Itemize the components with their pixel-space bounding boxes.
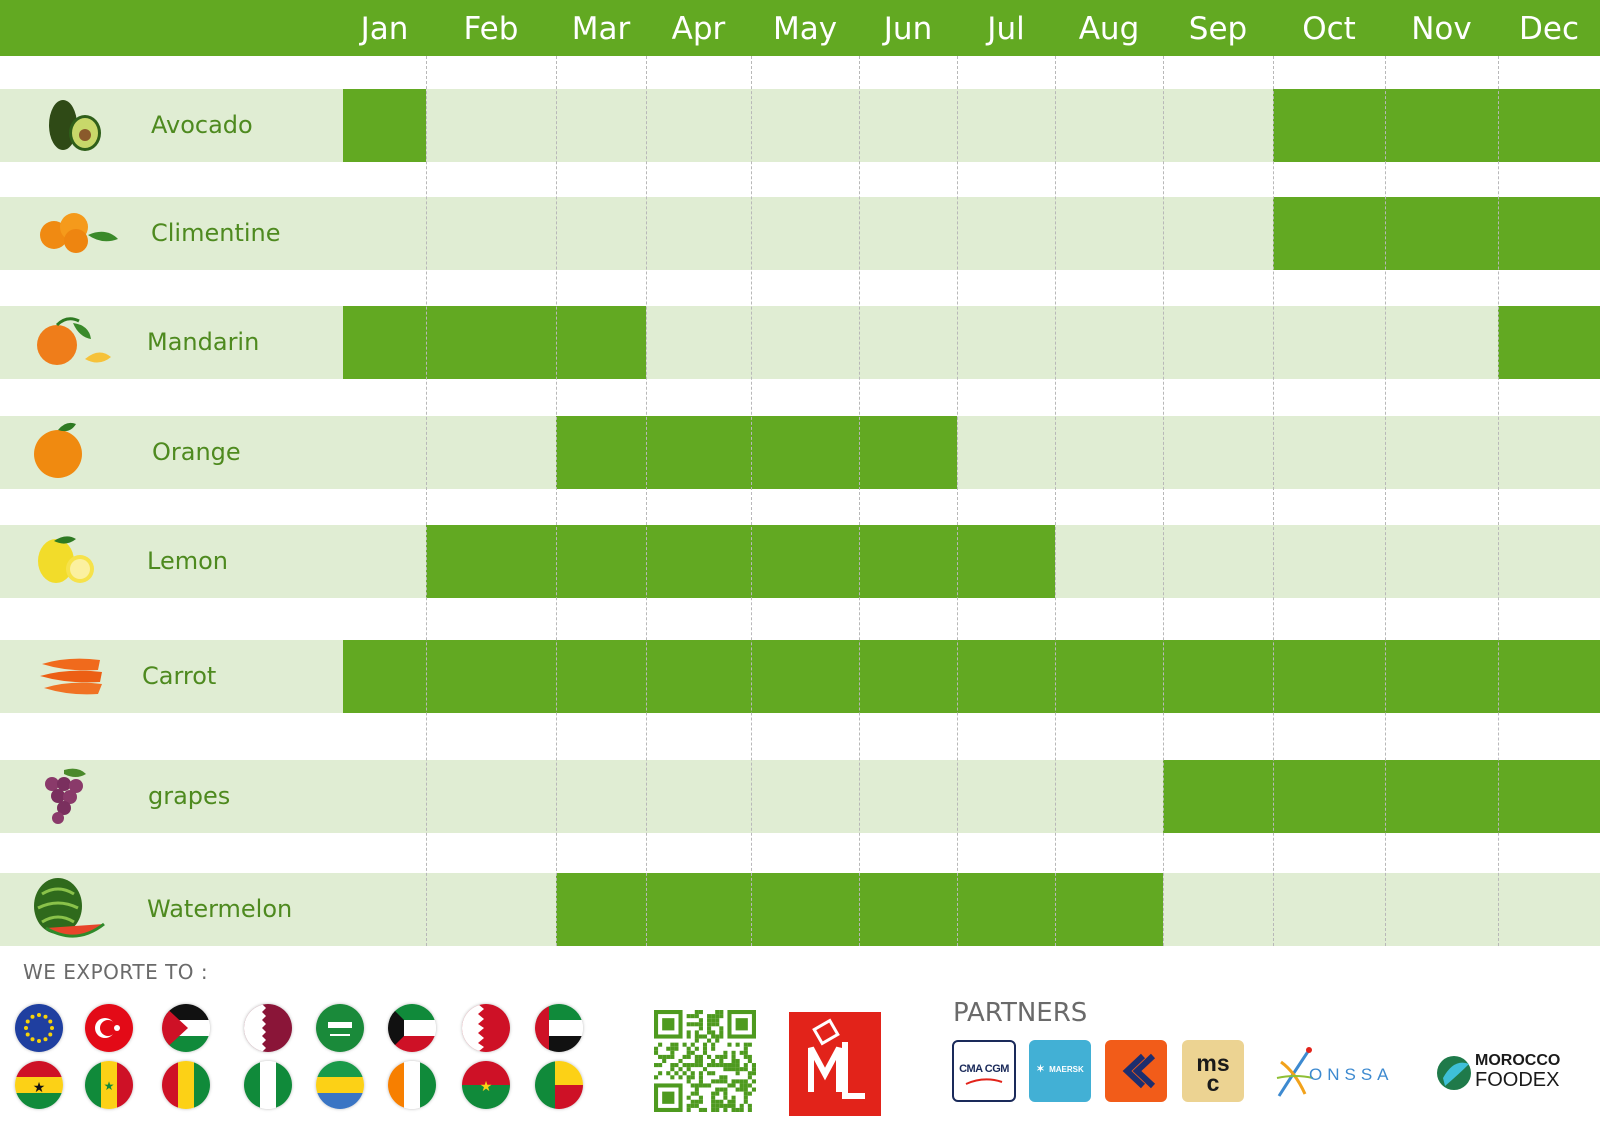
season-bar-grapes-sep bbox=[1163, 760, 1600, 833]
clementine-icon bbox=[36, 205, 120, 259]
month-header-dec: Dec bbox=[1519, 11, 1579, 47]
maersk-text: MAERSK bbox=[1049, 1065, 1084, 1074]
burkina-faso-flag: ★ bbox=[462, 1061, 510, 1109]
onssa-text: ONSSA bbox=[1309, 1065, 1394, 1084]
month-divider bbox=[426, 56, 427, 946]
month-divider bbox=[556, 56, 557, 946]
turkey-flag bbox=[85, 1004, 133, 1052]
ml-logo bbox=[789, 1012, 881, 1116]
grapes-icon bbox=[34, 766, 90, 834]
month-header-sep: Sep bbox=[1188, 11, 1248, 47]
onssa-icon bbox=[1276, 1047, 1314, 1097]
season-bar-orange-mar bbox=[556, 416, 957, 489]
mandarin-icon bbox=[33, 313, 113, 377]
row-label-watermelon: Watermelon bbox=[147, 895, 293, 923]
month-divider bbox=[1273, 56, 1274, 946]
hapag-lloyd-logo bbox=[1105, 1040, 1167, 1102]
ivory-coast-flag bbox=[388, 1061, 436, 1109]
ghana-flag: ★ bbox=[15, 1061, 63, 1109]
season-bar-mandarin-jan bbox=[343, 306, 646, 379]
month-divider bbox=[957, 56, 958, 946]
seasonality-chart: Avocado Climentine Mandarin Orange Lemon Carr… bbox=[0, 56, 1600, 948]
row-label-mandarin: Mandarin bbox=[147, 328, 260, 356]
season-bar-climentine-oct bbox=[1273, 197, 1600, 270]
export-label: WE EXPORTE TO : bbox=[23, 960, 209, 984]
season-bar-avocado-oct bbox=[1273, 89, 1600, 162]
morocco-foodex-logo: MOROCCO FOODEX bbox=[1435, 1052, 1575, 1094]
row-label-lemon: Lemon bbox=[147, 547, 228, 575]
month-divider bbox=[1055, 56, 1056, 946]
month-header-nov: Nov bbox=[1411, 11, 1472, 47]
row-label-avocado: Avocado bbox=[151, 111, 253, 139]
month-header-feb: Feb bbox=[463, 11, 519, 47]
lemon-icon bbox=[32, 533, 102, 593]
season-bar-carrot-jan bbox=[343, 640, 1600, 713]
svg-text:★: ★ bbox=[33, 1080, 46, 1096]
msc-logo: msc bbox=[1182, 1040, 1244, 1102]
month-divider bbox=[859, 56, 860, 946]
season-bar-avocado-jan bbox=[343, 89, 426, 162]
month-header-oct: Oct bbox=[1302, 11, 1356, 47]
month-header-jun: Jun bbox=[883, 11, 933, 47]
jordan-flag bbox=[162, 1004, 210, 1052]
foodex-text: FOODEX bbox=[1475, 1069, 1560, 1091]
carrot-icon bbox=[38, 648, 108, 704]
row-label-carrot: Carrot bbox=[142, 662, 217, 690]
month-header-mar: Mar bbox=[571, 11, 631, 47]
row-label-orange: Orange bbox=[152, 438, 241, 466]
partners-label: PARTNERS bbox=[953, 998, 1088, 1028]
svg-text:★: ★ bbox=[480, 1079, 493, 1095]
hapag-lloyd-icon bbox=[1122, 1053, 1156, 1089]
month-header-apr: Apr bbox=[671, 11, 726, 47]
month-header: Jan Feb Mar Apr May Jun Jul Aug Sep Oct Nov Dec bbox=[0, 0, 1600, 56]
cma-cgm-text: CMA CGM bbox=[959, 1063, 1009, 1075]
month-divider bbox=[646, 56, 647, 946]
gabon-flag bbox=[316, 1061, 364, 1109]
svg-text:★: ★ bbox=[104, 1079, 115, 1093]
morocco-text: MOROCCO bbox=[1475, 1052, 1561, 1069]
row-label-climentine: Climentine bbox=[151, 219, 281, 247]
uae-flag bbox=[535, 1004, 583, 1052]
season-bar-mandarin-dec bbox=[1498, 306, 1600, 379]
saudi-arabia-flag bbox=[316, 1004, 364, 1052]
nigeria-flag bbox=[244, 1061, 292, 1109]
benin-flag bbox=[535, 1061, 583, 1109]
avocado-icon bbox=[38, 89, 108, 163]
cma-cgm-swoosh-icon bbox=[965, 1078, 1003, 1085]
month-header-aug: Aug bbox=[1078, 11, 1140, 47]
guinea-flag bbox=[162, 1061, 210, 1109]
month-divider bbox=[1498, 56, 1499, 946]
month-header-jan: Jan bbox=[360, 11, 409, 47]
cma-cgm-logo: CMA CGM bbox=[952, 1040, 1016, 1102]
month-header-jul: Jul bbox=[987, 11, 1025, 47]
morocco-foodex-icon bbox=[1437, 1056, 1471, 1090]
orange-icon bbox=[30, 420, 90, 486]
month-divider bbox=[751, 56, 752, 946]
month-divider bbox=[1385, 56, 1386, 946]
eu-flag bbox=[15, 1004, 63, 1052]
msc-text: msc bbox=[1196, 1050, 1230, 1096]
month-divider bbox=[1163, 56, 1164, 946]
bahrain-flag bbox=[462, 1004, 510, 1052]
watermelon-icon bbox=[32, 874, 106, 948]
month-header-may: May bbox=[772, 11, 838, 47]
star-icon: ✶ bbox=[1036, 1064, 1045, 1075]
qr-code-icon bbox=[654, 1010, 756, 1112]
season-bar-lemon-feb bbox=[426, 525, 1055, 598]
row-label-grapes: grapes bbox=[148, 782, 231, 810]
kuwait-flag bbox=[388, 1004, 436, 1052]
onssa-logo: ONSSA bbox=[1275, 1044, 1405, 1102]
senegal-flag: ★ bbox=[85, 1061, 133, 1109]
maersk-logo: ✶ MAERSK bbox=[1029, 1040, 1091, 1102]
qatar-flag bbox=[244, 1004, 292, 1052]
row-band-mandarin bbox=[0, 306, 1600, 379]
